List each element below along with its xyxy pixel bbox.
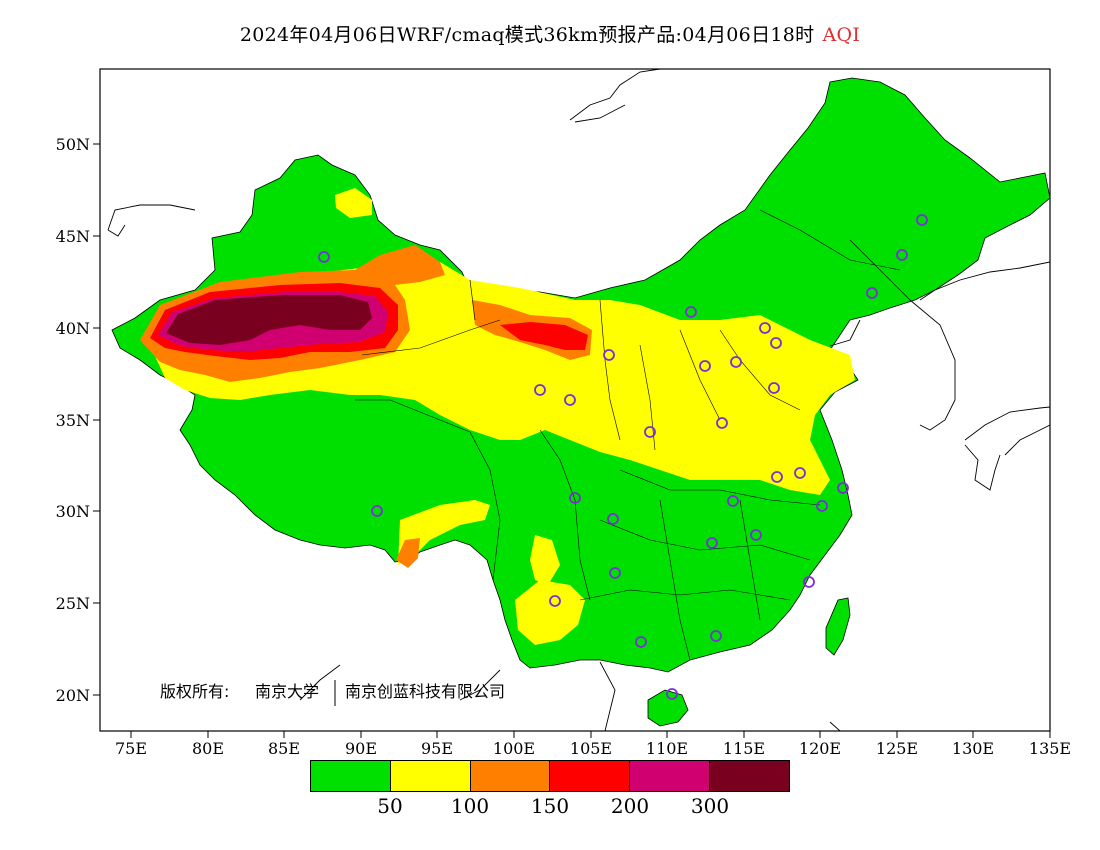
lon-label-115e: 115E bbox=[723, 739, 765, 758]
station-marker bbox=[768, 382, 780, 394]
station-marker bbox=[371, 505, 383, 517]
station-marker bbox=[730, 356, 742, 368]
neighbor-coastlines bbox=[107, 69, 1050, 731]
station-marker bbox=[750, 529, 762, 541]
longitude-axis bbox=[130, 731, 1051, 738]
aqi-band-hazardous bbox=[166, 295, 372, 345]
lon-label-135e: 135E bbox=[1029, 739, 1071, 758]
lon-label-110e: 110E bbox=[646, 739, 688, 758]
station-marker bbox=[727, 495, 739, 507]
chart-title: 2024年04月06日WRF/cmaq模式36km预报产品:04月06日18时 A… bbox=[0, 20, 1100, 47]
station-marker bbox=[794, 467, 806, 479]
lat-label-45n: 45N bbox=[56, 227, 90, 246]
swatch-200-300 bbox=[630, 761, 711, 791]
aqi-patch-yunnan bbox=[515, 580, 585, 645]
station-marker bbox=[710, 630, 722, 642]
station-marker bbox=[603, 349, 615, 361]
aqi-patch-xinjiang-north bbox=[335, 188, 372, 218]
copyright-org-company: 南京创蓝科技有限公司 bbox=[345, 682, 505, 701]
aqi-patch-sichuan bbox=[530, 535, 560, 585]
colorbar-tick-150: 150 bbox=[530, 794, 570, 818]
aqi-colorbar: 50 100 150 200 300 bbox=[310, 760, 790, 820]
station-marker bbox=[549, 595, 561, 607]
lon-label-85e: 85E bbox=[268, 739, 300, 758]
station-marker bbox=[803, 576, 815, 588]
lat-label-50n: 50N bbox=[56, 135, 90, 154]
lon-label-105e: 105E bbox=[570, 739, 612, 758]
station-marker bbox=[816, 500, 828, 512]
lon-label-75e: 75E bbox=[115, 739, 147, 758]
station-marker bbox=[837, 482, 849, 494]
plot-frame bbox=[99, 68, 1051, 732]
station-marker bbox=[916, 214, 928, 226]
station-marker bbox=[685, 306, 697, 318]
copyright-label: 版权所有: bbox=[160, 682, 229, 701]
station-marker bbox=[896, 249, 908, 261]
station-marker bbox=[771, 471, 783, 483]
swatch-100-150 bbox=[470, 761, 551, 791]
lon-label-120e: 120E bbox=[799, 739, 841, 758]
map-layers bbox=[107, 69, 1050, 731]
station-marker bbox=[635, 636, 647, 648]
lat-label-40n: 40N bbox=[56, 319, 90, 338]
lat-label-20n: 20N bbox=[56, 686, 90, 705]
station-marker bbox=[644, 426, 656, 438]
lat-label-30n: 30N bbox=[56, 502, 90, 521]
lat-label-35n: 35N bbox=[56, 411, 90, 430]
swatch-150-200 bbox=[550, 761, 631, 791]
station-marker bbox=[607, 513, 619, 525]
aqi-patch-tibet-south bbox=[398, 500, 490, 565]
colorbar-tick-50: 50 bbox=[377, 794, 403, 818]
province-borders bbox=[355, 209, 911, 661]
station-marker bbox=[534, 384, 546, 396]
station-marker bbox=[716, 417, 728, 429]
lon-label-95e: 95E bbox=[421, 739, 453, 758]
latitude-axis bbox=[93, 143, 100, 696]
station-marker bbox=[770, 337, 782, 349]
taiwan-island bbox=[825, 597, 851, 656]
station-markers bbox=[318, 214, 928, 700]
station-marker bbox=[569, 492, 581, 504]
station-marker bbox=[699, 360, 711, 372]
lon-label-80e: 80E bbox=[192, 739, 224, 758]
station-marker bbox=[866, 287, 878, 299]
swatch-300-plus bbox=[710, 761, 789, 791]
title-main: 2024年04月06日WRF/cmaq模式36km预报产品:04月06日18时 bbox=[239, 24, 815, 46]
colorbar-tick-300: 300 bbox=[690, 794, 730, 818]
station-marker bbox=[666, 688, 678, 700]
station-marker bbox=[318, 251, 330, 263]
aqi-patch-tibet-orange bbox=[396, 538, 420, 568]
swatch-50-100 bbox=[390, 761, 471, 791]
station-marker bbox=[706, 537, 718, 549]
copyright-org-nju: 南京大学 bbox=[255, 682, 319, 701]
station-marker bbox=[564, 394, 576, 406]
station-marker bbox=[609, 567, 621, 579]
colorbar-swatches bbox=[310, 760, 790, 792]
colorbar-tick-100: 100 bbox=[450, 794, 490, 818]
colorbar-tick-200: 200 bbox=[610, 794, 650, 818]
aqi-patch-gansu-red bbox=[500, 322, 588, 350]
lon-label-90e: 90E bbox=[345, 739, 377, 758]
lat-label-25n: 25N bbox=[56, 594, 90, 613]
title-variable: AQI bbox=[822, 24, 861, 46]
lon-label-130e: 130E bbox=[952, 739, 994, 758]
lon-label-100e: 100E bbox=[493, 739, 535, 758]
station-marker bbox=[759, 322, 771, 334]
swatch-0-50 bbox=[311, 761, 391, 791]
lon-label-125e: 125E bbox=[876, 739, 918, 758]
